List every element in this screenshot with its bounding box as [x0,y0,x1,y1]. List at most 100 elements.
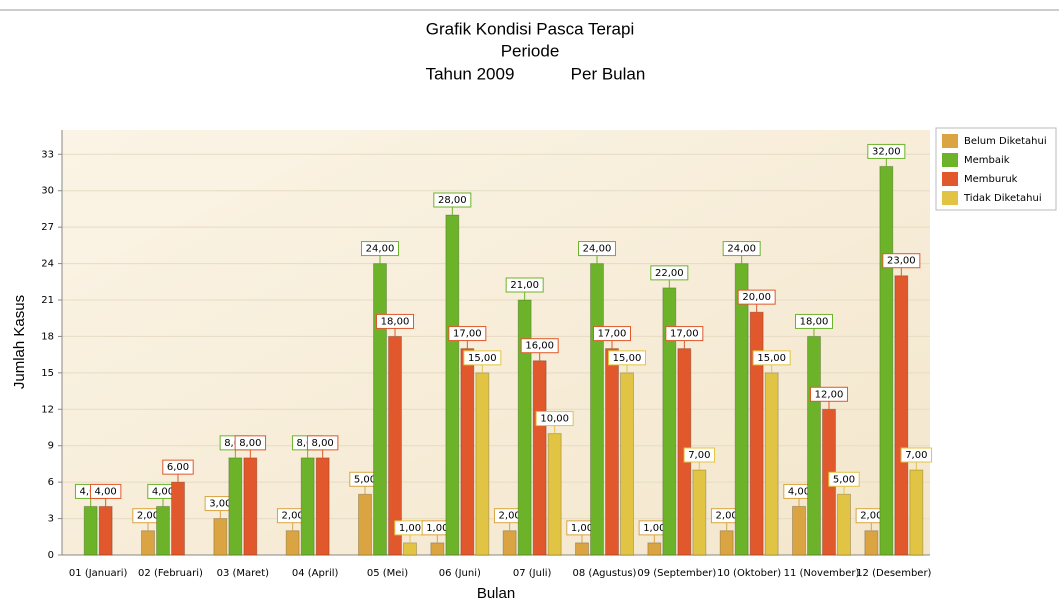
data-label: 2,00 [716,511,738,522]
chart-title: Grafik Kondisi Pasca Terapi [426,19,635,38]
x-axis-label: Bulan [477,585,515,602]
bar [647,542,662,556]
x-tick-label: 07 (Juli) [513,568,552,579]
bar [879,165,894,556]
bar [171,481,185,556]
legend-swatch [942,191,958,205]
bar [228,457,243,556]
bar [837,493,851,556]
x-tick-label: 05 (Mei) [367,568,408,579]
label-box [867,143,906,159]
x-tick-label: 02 (Februari) [138,568,203,579]
legend-label: Tidak Diketahui [963,193,1042,204]
y-tick-label: 30 [41,186,54,197]
data-label: 24,00 [583,244,612,255]
bar [749,311,764,556]
x-tick-label: 03 (Maret) [217,568,270,579]
data-label: 2,00 [137,511,159,522]
label-box [234,435,267,451]
data-label: 4,00 [95,486,117,497]
y-tick-label: 33 [41,149,54,160]
data-label: 5,00 [354,474,376,485]
y-tick-label: 12 [41,404,54,415]
y-tick-label: 15 [41,368,54,379]
bar [300,457,315,556]
bar [141,530,155,556]
data-label: 16,00 [525,341,554,352]
legend-label: Belum Diketahui [964,136,1047,147]
bar [590,263,604,556]
y-tick-label: 21 [41,295,54,306]
bar [692,469,707,556]
label-box [433,192,472,208]
data-label: 6,00 [167,462,189,473]
y-tick-label: 6 [48,477,54,488]
x-tick-label: 04 (April) [292,568,339,579]
x-tick-label: 10 (Oktober) [717,568,781,579]
label-box [593,326,631,342]
data-label: 8,00 [312,438,334,449]
bar [213,518,228,556]
data-label: 1,00 [426,523,448,534]
data-label: 17,00 [598,329,627,340]
data-label: 4,00 [152,486,174,497]
label-box [162,459,194,475]
x-tick-label: 12 (Desember) [856,568,931,579]
data-label: 1,00 [643,523,665,534]
label-box [882,253,921,269]
y-tick-label: 24 [41,259,54,270]
x-tick-label: 01 (Januari) [69,568,128,579]
bar [243,457,258,556]
chart-subtitle: Periode [501,41,560,60]
period-month: Per Bulan [571,64,646,83]
bar [792,505,806,556]
data-label: 32,00 [872,146,901,157]
x-tick-label: 06 (Juni) [439,568,481,579]
bar [83,505,98,556]
y-tick-label: 18 [41,331,54,342]
bar [807,335,821,556]
legend-label: Membaik [964,155,1010,166]
bar [358,493,372,556]
label-box [900,447,933,463]
legend-label: Memburuk [964,174,1018,185]
y-tick-label: 0 [48,550,54,561]
y-tick-label: 9 [48,441,54,452]
label-box [505,277,544,293]
bar [605,348,619,556]
data-label: 2,00 [282,511,304,522]
label-box [520,338,559,354]
x-tick-label: 09 (September) [637,568,716,579]
legend-swatch [942,153,958,167]
bar [403,542,417,556]
label-box [578,241,616,257]
bar [909,469,924,556]
label-box [306,435,339,451]
period-year: Tahun 2009 [426,64,515,83]
bar [430,542,445,556]
data-label: 22,00 [655,268,684,279]
bar [620,372,634,556]
x-tick-label: 11 (November) [784,568,860,579]
data-label: 20,00 [742,292,771,303]
data-label: 7,00 [905,450,927,461]
label-box [752,350,791,366]
data-label: 17,00 [453,329,482,340]
data-label: 15,00 [613,353,642,364]
data-label: 15,00 [757,353,786,364]
label-box [722,241,761,257]
data-label: 23,00 [887,256,916,267]
label-box [683,447,716,463]
legend-swatch [942,172,958,186]
bar [315,457,330,556]
data-label: 1,00 [571,523,593,534]
bar [502,530,517,556]
bar [373,263,387,556]
data-label: 2,00 [860,511,882,522]
label-box [608,350,646,366]
bar [547,433,562,556]
label-box [810,386,848,402]
data-label: 18,00 [800,316,829,327]
data-label: 18,00 [381,316,410,327]
label-box [650,265,689,281]
